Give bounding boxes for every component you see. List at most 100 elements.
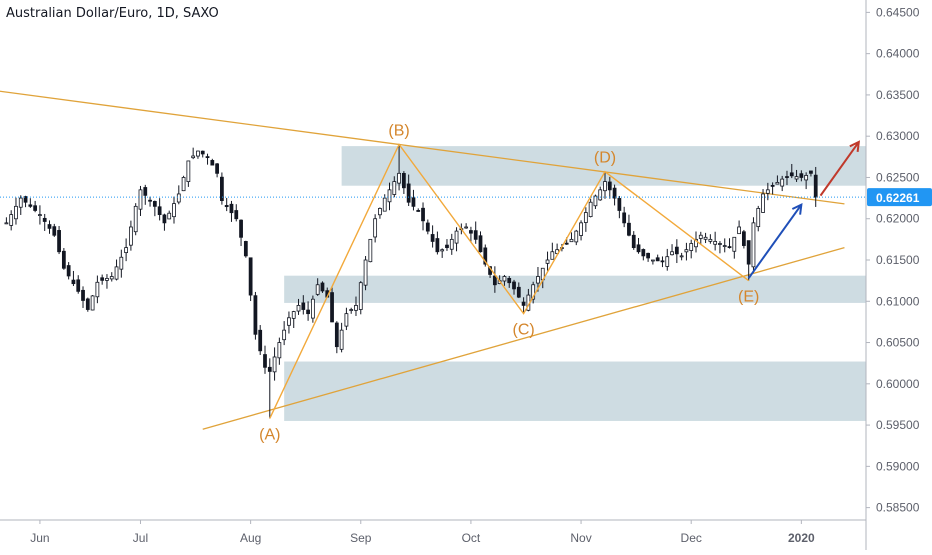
candle-body [129, 226, 133, 246]
candle-body [574, 230, 579, 243]
candle-body [636, 244, 641, 253]
candle-body [258, 329, 263, 352]
wave-label: (C) [512, 322, 534, 339]
candle-body [191, 155, 196, 159]
candle-body [224, 205, 229, 208]
candle-body [631, 234, 636, 249]
candle-body [124, 247, 129, 254]
candle-body [368, 238, 373, 263]
candle-body [172, 203, 176, 218]
candle-body [66, 265, 71, 277]
candle-body [722, 245, 727, 247]
candle-body [253, 295, 258, 335]
candle-body [397, 172, 401, 184]
candle-body [378, 208, 382, 216]
candle-body [406, 183, 411, 203]
candle-body [28, 204, 33, 207]
candle-body [52, 226, 57, 236]
candle-body [741, 231, 746, 246]
candle-body [445, 244, 449, 249]
candle-body [502, 276, 507, 282]
candle-body [373, 218, 378, 238]
candle-body [143, 187, 148, 196]
candle-body [679, 255, 684, 258]
wave-layer: (A) (B) (C) (D) (E) [259, 122, 759, 443]
candle-body [478, 235, 483, 253]
candle-body [492, 275, 497, 286]
price-tick-label: 0.62000 [876, 212, 920, 226]
candle-body [76, 279, 81, 292]
candle-body [655, 257, 660, 262]
last-price-tag [867, 188, 932, 207]
candle-body [105, 278, 109, 281]
candle-body [708, 238, 713, 242]
candle-body [612, 187, 617, 199]
zone-layer [284, 146, 866, 421]
wave-label: (B) [388, 122, 409, 139]
candle-body [622, 212, 627, 224]
candle-body [363, 259, 368, 286]
candle-body [435, 238, 440, 253]
candle-body [38, 214, 42, 217]
candle-body [416, 210, 421, 212]
candle-body [809, 170, 813, 174]
candle-body [684, 249, 689, 253]
candle-body [593, 195, 598, 207]
candle-body [205, 156, 210, 159]
candle-body [521, 301, 526, 306]
candle-body [339, 329, 344, 350]
candle-body [813, 174, 818, 198]
candle-body [186, 160, 191, 183]
support-resistance-zone [341, 146, 866, 186]
candle-body [267, 366, 272, 372]
candle-body [239, 219, 243, 238]
red-arrow [819, 141, 860, 197]
candle-body [516, 286, 521, 298]
candle-body [229, 203, 234, 214]
candle-body [469, 230, 473, 234]
support-resistance-zone [284, 275, 866, 303]
candle-body [440, 249, 445, 252]
candle-body [344, 313, 349, 327]
candle-body [583, 212, 588, 223]
price-tick-label: 0.64000 [876, 47, 920, 61]
price-tick-label: 0.60000 [876, 377, 920, 391]
candle-body [392, 181, 397, 195]
candle-body [775, 182, 780, 185]
candle-body [152, 201, 157, 207]
candle-body [799, 173, 804, 178]
price-tick-label: 0.61000 [876, 294, 920, 308]
candle-body [296, 304, 301, 312]
candle-body [454, 230, 459, 244]
candle-body [33, 205, 38, 211]
candle-body [81, 289, 85, 301]
candle-body [564, 242, 569, 245]
candle-body [732, 236, 737, 252]
candle-body [167, 212, 172, 220]
candle-body [464, 226, 469, 229]
price-tick-label: 0.58500 [876, 501, 920, 515]
candle-body [737, 226, 741, 235]
price-tick-label: 0.61500 [876, 253, 920, 267]
candle-body [765, 189, 770, 194]
candle-body [387, 189, 392, 203]
price-tick-label: 0.64500 [876, 5, 920, 19]
price-tick-label: 0.62500 [876, 170, 920, 184]
candle-body [430, 234, 435, 242]
price-tick-label: 0.60500 [876, 336, 920, 350]
candle-body [603, 181, 607, 192]
candle-body [291, 311, 296, 319]
time-tick-label: Dec [681, 531, 702, 545]
trendline [202, 246, 845, 430]
candle-body [746, 240, 751, 265]
price-tick-label: 0.59500 [876, 418, 920, 432]
candle-body [770, 184, 775, 187]
candle-body [320, 282, 325, 292]
candle-body [660, 260, 665, 263]
candle-body [425, 222, 430, 232]
candle-body [181, 177, 186, 192]
candle-body [411, 197, 416, 207]
